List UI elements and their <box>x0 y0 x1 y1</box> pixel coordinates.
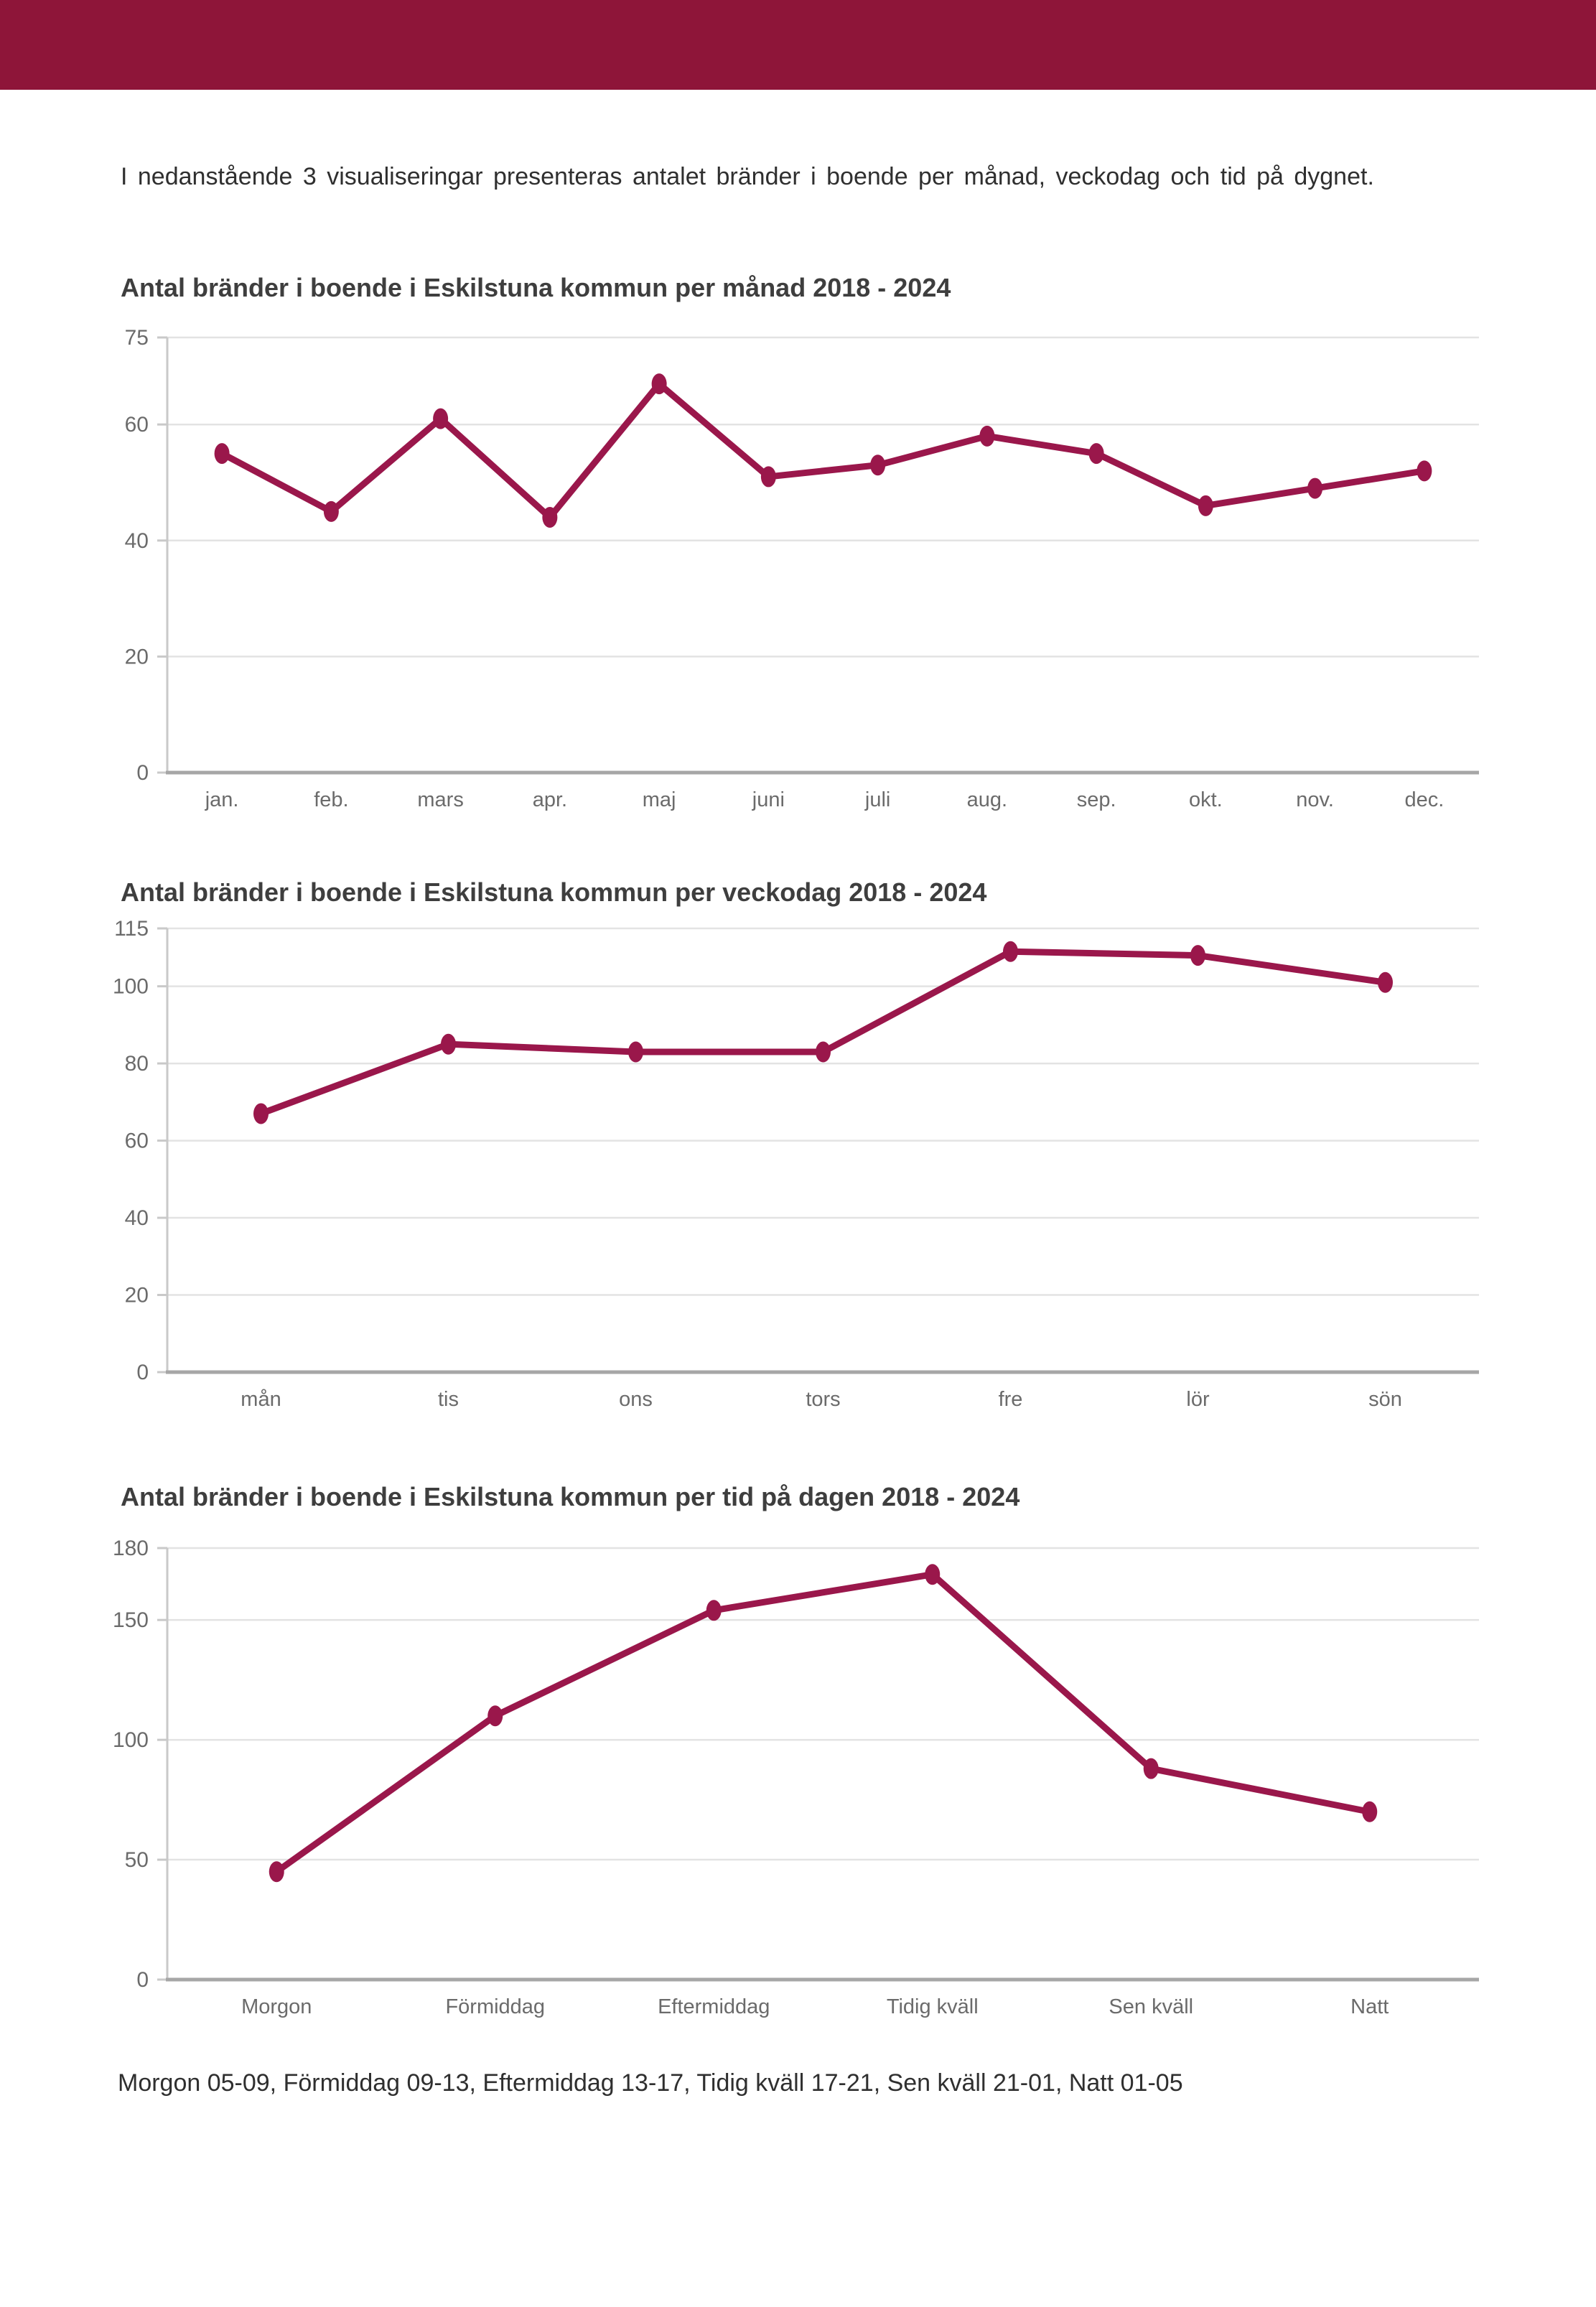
svg-text:75: 75 <box>125 326 149 350</box>
svg-text:20: 20 <box>125 645 149 668</box>
svg-text:60: 60 <box>125 1129 149 1153</box>
svg-text:dec.: dec. <box>1404 788 1444 811</box>
header-bar <box>0 0 1596 90</box>
svg-text:mars: mars <box>417 788 463 811</box>
svg-text:0: 0 <box>136 1968 149 1992</box>
svg-text:aug.: aug. <box>967 788 1007 811</box>
svg-text:juni: juni <box>752 788 785 811</box>
svg-text:tis: tis <box>438 1388 459 1411</box>
svg-text:Eftermiddag: Eftermiddag <box>658 1995 770 2018</box>
fires-per-time-of-day-chart: 0 50 100 150 180 Morgon Förmiddag Eftermiddag Ti… <box>113 1537 1479 2018</box>
svg-text:okt.: okt. <box>1189 788 1223 811</box>
svg-text:Natt: Natt <box>1350 1995 1389 2018</box>
svg-text:60: 60 <box>125 413 149 437</box>
svg-text:sön: sön <box>1368 1388 1402 1411</box>
svg-text:ons: ons <box>619 1388 653 1411</box>
svg-text:40: 40 <box>125 1206 149 1230</box>
fires-per-weekday-chart: 0 20 40 60 80 100 115 mån tis ons tors fre lör sön <box>113 917 1479 1411</box>
svg-text:Förmiddag: Förmiddag <box>445 1995 545 2018</box>
svg-text:50: 50 <box>125 1848 149 1872</box>
fires-per-month-chart: 0 20 40 60 75 jan. feb. mars apr. maj juni juli aug.… <box>125 326 1479 811</box>
svg-text:Sen kväll: Sen kväll <box>1109 1995 1193 2018</box>
svg-text:fre: fre <box>999 1388 1023 1411</box>
intro-text: I nedanstående 3 visualiseringar present… <box>121 163 1374 190</box>
svg-text:maj: maj <box>643 788 676 811</box>
svg-text:juli: juli <box>864 788 890 811</box>
svg-text:80: 80 <box>125 1052 149 1076</box>
svg-text:jan.: jan. <box>205 788 239 811</box>
svg-text:0: 0 <box>136 1361 149 1384</box>
svg-text:20: 20 <box>125 1284 149 1308</box>
svg-text:nov.: nov. <box>1296 788 1334 811</box>
svg-text:180: 180 <box>113 1537 149 1560</box>
svg-text:40: 40 <box>125 529 149 553</box>
svg-text:100: 100 <box>113 1728 149 1752</box>
svg-text:feb.: feb. <box>314 788 348 811</box>
monthly-chart-title: Antal bränder i boende i Eskilstuna komm… <box>121 272 951 302</box>
weekday-chart-title: Antal bränder i boende i Eskilstuna komm… <box>121 877 987 907</box>
svg-text:Morgon: Morgon <box>241 1995 312 2018</box>
svg-text:tors: tors <box>806 1388 840 1411</box>
svg-text:apr.: apr. <box>533 788 567 811</box>
time-ranges-note: Morgon 05-09, Förmiddag 09-13, Eftermidd… <box>118 2069 1183 2097</box>
svg-text:0: 0 <box>136 761 149 785</box>
svg-text:Tidig kväll: Tidig kväll <box>887 1995 979 2018</box>
svg-text:mån: mån <box>241 1388 281 1411</box>
svg-text:sep.: sep. <box>1077 788 1116 811</box>
svg-text:100: 100 <box>113 975 149 999</box>
svg-text:150: 150 <box>113 1608 149 1632</box>
time-of-day-chart-title: Antal bränder i boende i Eskilstuna komm… <box>121 1481 1020 1511</box>
svg-text:115: 115 <box>114 917 149 941</box>
svg-text:lör: lör <box>1186 1388 1210 1411</box>
